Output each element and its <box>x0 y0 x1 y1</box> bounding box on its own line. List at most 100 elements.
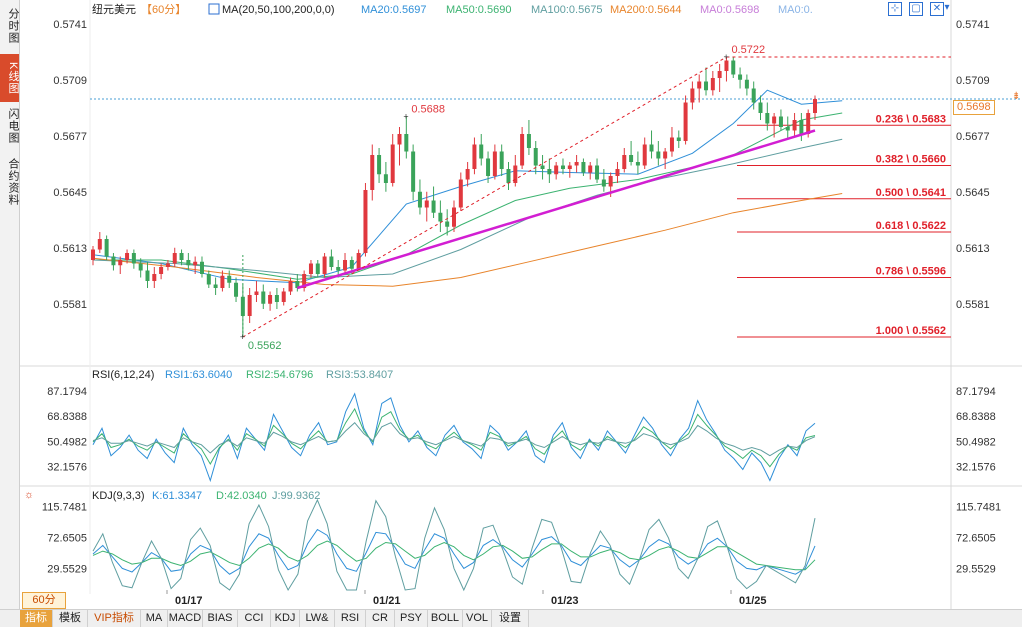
instrument-name: 纽元美元 <box>92 2 136 16</box>
x-tick-label: 01/25 <box>739 595 767 607</box>
candle-body <box>138 263 143 271</box>
candle-body <box>669 137 674 152</box>
candle-body <box>295 281 300 288</box>
candle-body <box>91 249 95 260</box>
tab-kline[interactable]: K线图 <box>0 54 19 102</box>
indicator-tab[interactable]: 设置 <box>492 610 529 627</box>
candle-body <box>540 165 545 169</box>
annotation-marker: + <box>403 112 408 122</box>
indicator-tab[interactable]: BOLL <box>428 610 463 627</box>
candle-body <box>663 151 668 159</box>
candle-body <box>390 144 395 183</box>
candle-body <box>492 151 497 176</box>
period-label: 【60分】 <box>141 3 186 16</box>
candle-body <box>411 151 416 192</box>
candle-body <box>261 291 266 304</box>
candle-body <box>125 253 130 260</box>
candle-body <box>690 88 695 103</box>
y-tick-right: 29.5529 <box>956 564 996 576</box>
candle-body <box>676 137 681 141</box>
ma100-value: MA100:0.5675 <box>531 4 603 16</box>
sun-icon[interactable]: ☼ <box>24 489 34 501</box>
j-line <box>92 498 816 592</box>
k-line <box>92 528 816 575</box>
close-icon[interactable]: ✕ <box>930 2 944 16</box>
d-line <box>92 540 816 571</box>
trend-line <box>296 129 816 290</box>
indicator-tab[interactable]: 模板 <box>53 610 88 627</box>
ma200-value: MA200:0.5644 <box>610 4 682 16</box>
y-tick-left: 29.5529 <box>47 564 87 576</box>
y-tick-left: 0.5645 <box>53 187 87 199</box>
price-panel: 0.5741 0.5741 0.5709 0.5709 0.5677 0.5677 0.56… <box>53 19 1022 607</box>
ma100-line <box>92 138 843 279</box>
indicator-tab[interactable]: CR <box>366 610 395 627</box>
indicator-tab[interactable]: MA <box>141 610 168 627</box>
rsi2-value: RSI2:54.6796 <box>246 369 313 381</box>
tab-contract-info[interactable]: 合约资料 <box>7 158 19 206</box>
candle-body <box>322 256 327 274</box>
y-tick-right: 32.1576 <box>956 462 996 474</box>
rsi3-line <box>92 421 816 457</box>
indicator-tab[interactable]: PSY <box>395 610 428 627</box>
kdj-panel: 115.7481 115.7481 72.6505 72.6505 29.5529 29.… <box>42 498 1001 592</box>
tab-timeshare[interactable]: 分时图 <box>7 8 19 44</box>
indicator-tab[interactable]: BIAS <box>203 610 238 627</box>
y-tick-left: 0.5741 <box>53 19 87 31</box>
y-tick-left: 0.5677 <box>53 131 87 143</box>
y-tick-left: 0.5613 <box>53 243 87 255</box>
candle-body <box>363 190 368 253</box>
indicator-tab[interactable]: KDJ <box>271 610 300 627</box>
menu-icon[interactable]: ▾ <box>944 2 950 13</box>
indicator-tab[interactable]: RSI <box>335 610 366 627</box>
y-tick-left: 0.5709 <box>53 75 87 87</box>
candle-body <box>206 274 211 285</box>
y-tick-left: 0.5581 <box>53 299 87 311</box>
candle-body <box>710 78 715 91</box>
candle-body <box>704 81 709 91</box>
candle-body <box>152 274 157 281</box>
candle-body <box>417 191 422 208</box>
candle-body <box>567 165 572 169</box>
annotation-marker: + <box>723 52 728 62</box>
candle-body <box>145 270 150 281</box>
y-tick-right: 115.7481 <box>956 502 1001 514</box>
rsi3-value: RSI3:53.8407 <box>326 369 393 381</box>
indicator-tab[interactable]: VIP指标 <box>88 610 141 627</box>
candle-body <box>615 169 620 176</box>
fullscreen-icon[interactable]: ▢ <box>909 2 923 16</box>
y-tick-right: 0.5709 <box>956 75 990 87</box>
y-tick-right: 87.1794 <box>956 386 996 398</box>
crosshair-icon[interactable]: ⊹ <box>888 2 902 16</box>
ma50-value: MA50:0.5690 <box>446 4 511 16</box>
candle-body <box>247 295 252 316</box>
candle-body <box>629 155 634 162</box>
candle-body <box>438 212 443 222</box>
ma-toggle-icon[interactable] <box>208 3 220 15</box>
candle-body <box>383 174 388 183</box>
candle-body <box>240 296 245 316</box>
candle-body <box>724 60 729 71</box>
candle-body <box>254 291 259 295</box>
left-tab-bar: 分时图 K线图 闪电图 合约资料 <box>0 0 20 609</box>
candle-body <box>472 144 477 169</box>
indicator-tab[interactable]: LW& <box>300 610 335 627</box>
ma0b-value: MA0:0. <box>778 4 813 16</box>
candle-body <box>813 99 817 113</box>
candle-body <box>220 275 225 288</box>
candle-body <box>465 169 470 180</box>
indicator-tab[interactable]: VOL <box>463 610 492 627</box>
y-tick-right: 50.4982 <box>956 436 996 448</box>
candle-body <box>97 239 102 250</box>
fib-level-label: 0.618 \ 0.5622 <box>876 220 946 232</box>
indicator-tab[interactable]: 指标 <box>20 610 53 627</box>
indicator-tab[interactable]: CCI <box>238 610 271 627</box>
candle-body <box>785 127 790 131</box>
candle-body <box>635 162 640 166</box>
tab-flash[interactable]: 闪电图 <box>7 108 19 144</box>
indicator-tab[interactable]: MACD <box>168 610 203 627</box>
candle-body <box>288 281 293 292</box>
period-badge[interactable]: 60分 <box>22 592 66 609</box>
candle-body <box>452 207 456 227</box>
y-tick-left: 87.1794 <box>47 386 87 398</box>
